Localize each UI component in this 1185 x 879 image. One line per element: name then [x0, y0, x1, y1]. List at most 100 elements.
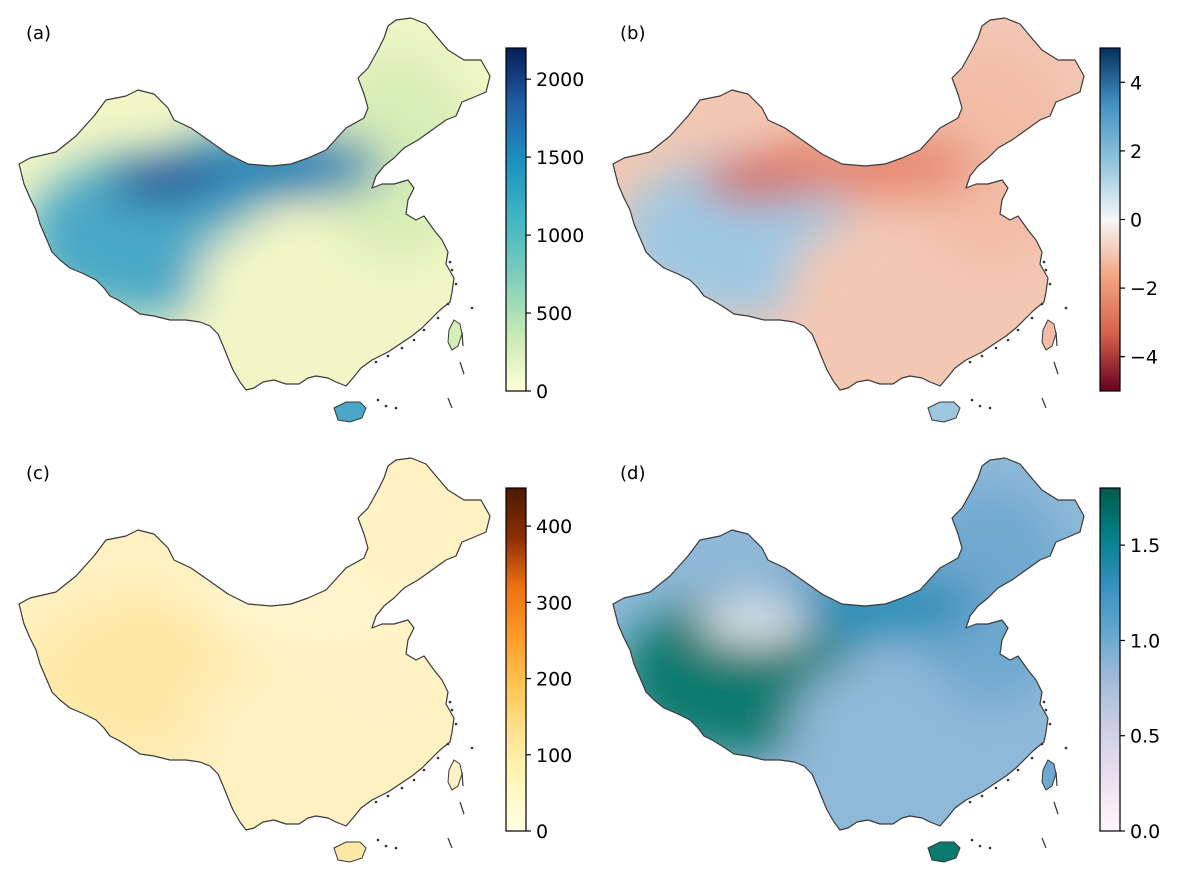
coastal-island-dot	[980, 354, 984, 358]
panel-d-label: (d)	[620, 463, 645, 484]
coastal-island-dot	[400, 346, 404, 350]
map-region-center	[196, 656, 396, 796]
boundary-dash	[447, 837, 453, 849]
coastal-island-dot	[376, 398, 380, 402]
colorbar-tick-label: 300	[536, 592, 572, 614]
panel-a-colorbar: 0 500 1000 1500 2000	[505, 47, 584, 403]
coastal-island-dot	[1044, 268, 1048, 272]
china-mainland-outline	[18, 457, 491, 831]
coastal-island-dot	[374, 360, 378, 364]
coastal-island-dot	[446, 742, 450, 746]
taiwan-island	[447, 759, 463, 791]
coastal-island-dot	[394, 406, 398, 410]
coastal-island-dot	[1064, 306, 1068, 310]
map-region-taklamakan	[700, 601, 810, 641]
hainan-island	[927, 841, 961, 863]
coastal-island-dot	[970, 398, 974, 402]
colorbar-tick-label: 1000	[536, 225, 584, 247]
colorbar-tick-label: 4	[1130, 72, 1142, 94]
coastal-island-dot	[1030, 756, 1034, 760]
colorbar-tick-label: 100	[536, 745, 572, 767]
coastal-island-dot	[448, 700, 452, 704]
panel-d-colorbar: 0.0 0.5 1.0 1.5	[1099, 487, 1160, 843]
colorbar-tick-label: −4	[1130, 347, 1158, 369]
hainan-island	[927, 401, 961, 423]
panel-a-map	[18, 17, 491, 423]
colorbar-frame	[505, 47, 527, 392]
coastal-island-dot	[376, 838, 380, 842]
panel-d-map	[612, 457, 1085, 863]
coastal-island-dot	[422, 768, 426, 772]
coastal-island-dot	[1042, 260, 1046, 264]
coastal-island-dot	[1064, 746, 1068, 750]
boundary-dash	[1055, 771, 1058, 787]
china-mainland-outline	[18, 17, 491, 391]
coastal-island-dot	[412, 778, 416, 782]
colorbar-gradient	[506, 488, 526, 831]
colorbar-tick-label: 2000	[536, 69, 584, 91]
colorbar-tick-label: 1.0	[1130, 630, 1160, 652]
coastal-island-dot	[980, 794, 984, 798]
taiwan-island	[447, 319, 463, 351]
coastal-island-dot	[994, 346, 998, 350]
boundary-dash	[1041, 837, 1047, 849]
panel-c-colorbar: 0 100 200 300 400	[505, 487, 572, 843]
coastal-island-dot	[422, 328, 426, 332]
coastal-island-dot	[1040, 742, 1044, 746]
colorbar-frame	[1099, 487, 1121, 832]
boundary-dash	[459, 361, 465, 375]
coastal-island-dot	[374, 800, 378, 804]
panel-b: (b) −4 −2 0 2 4	[612, 17, 1158, 423]
coastal-island-dot	[1030, 316, 1034, 320]
coastal-island-dot	[400, 786, 404, 790]
coastal-island-dot	[446, 302, 450, 306]
china-mainland-outline	[612, 17, 1085, 391]
panel-b-map	[612, 17, 1085, 423]
china-mainland-outline	[612, 457, 1085, 831]
coastal-island-dot	[1048, 282, 1052, 286]
map-region-taklamakan	[106, 601, 216, 641]
coastal-island-dot	[978, 404, 982, 408]
coastal-island-dot	[1042, 700, 1046, 704]
coastal-island-dot	[1006, 778, 1010, 782]
coastal-island-dot	[1048, 722, 1052, 726]
coastal-island-dot	[454, 722, 458, 726]
colorbar-tick-label: 0	[536, 381, 548, 403]
taiwan-island	[1041, 319, 1057, 351]
colorbar-gradient	[506, 48, 526, 391]
panel-c-label: (c)	[26, 463, 50, 484]
coastal-island-dot	[968, 800, 972, 804]
coastal-island-dot	[448, 260, 452, 264]
coastal-island-dot	[1006, 338, 1010, 342]
coastal-island-dot	[412, 338, 416, 342]
colorbar-tick-label: 400	[536, 516, 572, 538]
coastal-island-dot	[1040, 302, 1044, 306]
boundary-dash	[1041, 397, 1047, 409]
boundary-dash	[459, 801, 465, 815]
panel-c: (c) 0 100 200 300 400	[18, 457, 572, 863]
boundary-dash	[461, 771, 464, 787]
colorbar-tick-label: 0.5	[1130, 726, 1160, 748]
panel-a: (a) 0 500 1000 1500 2000	[18, 17, 584, 423]
boundary-dash	[1053, 801, 1059, 815]
coastal-island-dot	[1044, 708, 1048, 712]
map-region-center	[790, 216, 990, 356]
colorbar-tick-label: 0.0	[1130, 821, 1160, 843]
coastal-island-dot	[384, 404, 388, 408]
coastal-island-dot	[968, 360, 972, 364]
coastal-island-dot	[988, 846, 992, 850]
panel-b-label: (b)	[620, 23, 645, 44]
colorbar-tick-label: 0	[1130, 210, 1142, 232]
colorbar-gradient	[1100, 48, 1120, 391]
colorbar-tick-label: 0	[536, 821, 548, 843]
colorbar-tick-label: −2	[1130, 278, 1158, 300]
colorbar-frame	[505, 487, 527, 832]
coastal-island-dot	[970, 838, 974, 842]
panel-c-map	[18, 457, 491, 863]
coastal-island-dot	[470, 746, 474, 750]
coastal-island-dot	[450, 268, 454, 272]
coastal-island-dot	[384, 844, 388, 848]
coastal-island-dot	[436, 756, 440, 760]
coastal-island-dot	[386, 354, 390, 358]
